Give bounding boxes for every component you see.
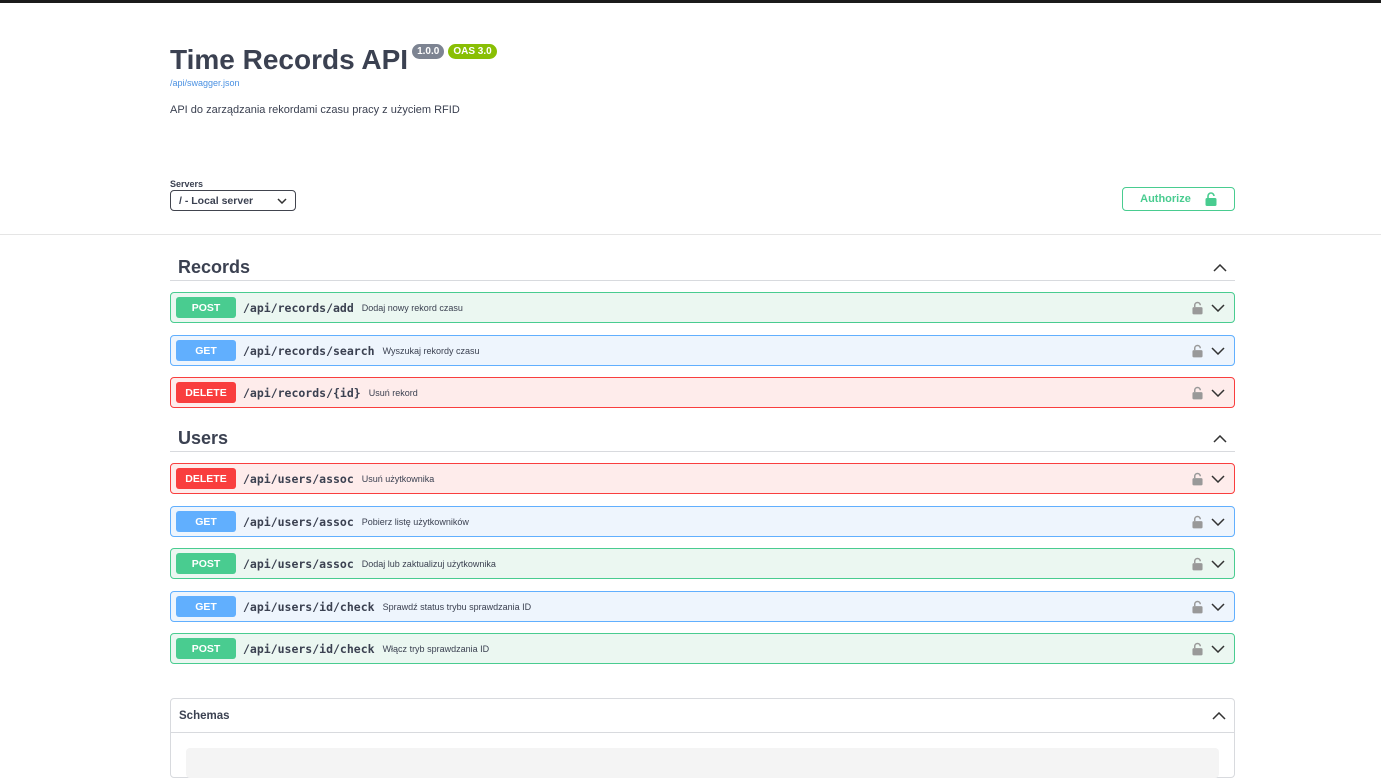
operation-row[interactable]: DELETE/api/records/{id} Usuń rekord [170,377,1235,408]
chevron-down-icon[interactable] [1211,346,1225,355]
operation-row[interactable]: GET/api/users/id/check Sprawdź status try… [170,591,1235,622]
chevron-down-icon[interactable] [1211,474,1225,483]
servers-select[interactable]: / - Local server [170,190,296,211]
operation-path: /api/users/id/check [243,599,375,614]
lock-icon[interactable] [1192,600,1203,614]
authorize-button[interactable]: Authorize [1122,187,1235,211]
schemas-header[interactable]: Schemas [171,699,1234,733]
servers-label: Servers [170,179,204,189]
lock-icon[interactable] [1192,344,1203,358]
oas-badge: OAS 3.0 [448,44,497,59]
spec-link[interactable]: /api/swagger.json [170,78,240,88]
method-badge: DELETE [176,382,236,403]
operation-row[interactable]: DELETE/api/users/assoc Usuń użytkownika [170,463,1235,494]
operation-summary: Włącz tryb sprawdzania ID [382,643,490,654]
schemas-title: Schemas [179,709,230,722]
operation-row[interactable]: POST/api/records/add Dodaj nowy rekord cz… [170,292,1235,323]
servers-selected: / - Local server [179,194,254,207]
chevron-down-icon[interactable] [1211,559,1225,568]
chevron-up-icon[interactable] [1213,263,1227,272]
operation-summary: Dodaj lub zaktualizuj użytkownika [361,558,496,569]
operation-path: /api/users/assoc [243,471,354,486]
operation-path: /api/users/assoc [243,556,354,571]
operation-summary: Pobierz listę użytkowników [361,516,469,527]
operation-controls [1192,301,1229,315]
operation-controls [1192,472,1229,486]
lock-icon[interactable] [1192,386,1203,400]
method-badge: GET [176,340,236,361]
lock-icon[interactable] [1192,515,1203,529]
method-badge: POST [176,297,236,318]
operation-summary: Usuń rekord [368,387,418,398]
authorize-label: Authorize [1140,193,1191,205]
version-badge: 1.0.0 [412,44,445,59]
method-badge: POST [176,553,236,574]
method-badge: GET [176,511,236,532]
operation-controls [1192,515,1229,529]
lock-icon[interactable] [1192,301,1203,315]
chevron-down-icon[interactable] [1211,644,1225,653]
operation-path: /api/records/{id} [243,385,361,400]
method-badge: DELETE [176,468,236,489]
chevron-down-icon[interactable] [1211,388,1225,397]
operation-controls [1192,642,1229,656]
header-divider [0,234,1381,235]
tag-title: Users [178,428,229,448]
schemas-content [186,748,1219,778]
unlock-icon [1205,192,1217,206]
api-description: API do zarządzania rekordami czasu pracy… [170,104,460,116]
operation-summary: Wyszukaj rekordy czasu [382,345,480,356]
tag-header-users[interactable]: Users [170,426,1235,452]
lock-icon[interactable] [1192,472,1203,486]
method-badge: GET [176,596,236,617]
page-title: Time Records API [170,44,409,75]
operation-summary: Sprawdź status trybu sprawdzania ID [382,601,532,612]
chevron-up-icon[interactable] [1212,711,1226,720]
operation-path: /api/users/id/check [243,641,375,656]
api-title-block: Time Records API 1.0.0 OAS 3.0 [170,43,497,77]
chevron-down-icon[interactable] [1211,303,1225,312]
chevron-down-icon[interactable] [1211,517,1225,526]
operation-controls [1192,600,1229,614]
operation-controls [1192,344,1229,358]
operation-controls [1192,557,1229,571]
tag-title: Records [178,257,251,277]
operation-summary: Dodaj nowy rekord czasu [361,302,463,313]
operation-row[interactable]: POST/api/users/assoc Dodaj lub zaktualizu… [170,548,1235,579]
schemas-section: Schemas [170,698,1235,778]
operation-summary: Usuń użytkownika [361,473,435,484]
operation-row[interactable]: POST/api/users/id/check Włącz tryb sprawd… [170,633,1235,664]
method-badge: POST [176,638,236,659]
lock-icon[interactable] [1192,642,1203,656]
operation-path: /api/records/add [243,300,354,315]
tag-header-records[interactable]: Records [170,255,1235,281]
operation-controls [1192,386,1229,400]
operation-row[interactable]: GET/api/records/search Wyszukaj rekordy c… [170,335,1235,366]
chevron-down-icon [277,197,287,204]
operation-row[interactable]: GET/api/users/assoc Pobierz listę użytkow… [170,506,1235,537]
operation-path: /api/users/assoc [243,514,354,529]
chevron-up-icon[interactable] [1213,434,1227,443]
operation-path: /api/records/search [243,343,375,358]
lock-icon[interactable] [1192,557,1203,571]
chevron-down-icon[interactable] [1211,602,1225,611]
